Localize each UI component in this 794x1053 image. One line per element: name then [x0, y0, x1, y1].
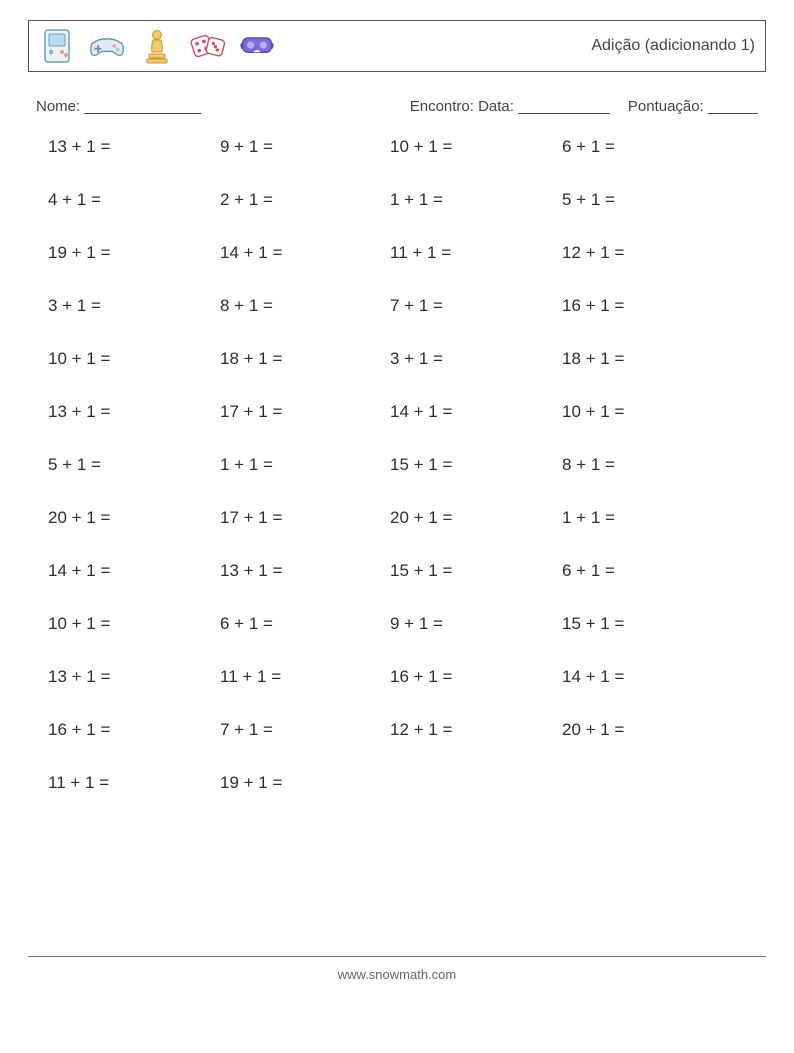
- problem-cell: 10 + 1 =: [372, 137, 544, 157]
- problem-row: 16 + 1 =7 + 1 =12 + 1 =20 + 1 =: [30, 720, 766, 773]
- problem-cell: 5 + 1 =: [544, 190, 716, 210]
- problem-row: 20 + 1 =17 + 1 =20 + 1 =1 + 1 =: [30, 508, 766, 561]
- meta-row: Nome: ______________ Encontro: Data: ___…: [36, 98, 758, 115]
- problem-row: 19 + 1 =14 + 1 =11 + 1 =12 + 1 =: [30, 243, 766, 296]
- problem-cell: 20 + 1 =: [30, 508, 202, 528]
- problem-cell: 11 + 1 =: [202, 667, 372, 687]
- date-field: Encontro: Data: ___________: [410, 98, 610, 115]
- problem-row: 10 + 1 =6 + 1 =9 + 1 =15 + 1 =: [30, 614, 766, 667]
- problem-cell: 13 + 1 =: [30, 137, 202, 157]
- problem-row: 13 + 1 =11 + 1 =16 + 1 =14 + 1 =: [30, 667, 766, 720]
- problem-cell: 20 + 1 =: [372, 508, 544, 528]
- problem-cell: 10 + 1 =: [30, 614, 202, 634]
- problem-cell: 5 + 1 =: [30, 455, 202, 475]
- problem-cell: 10 + 1 =: [544, 402, 716, 422]
- problem-cell: 8 + 1 =: [202, 296, 372, 316]
- problem-cell: 12 + 1 =: [372, 720, 544, 740]
- name-field: Nome: ______________: [36, 98, 201, 115]
- problem-cell: 19 + 1 =: [30, 243, 202, 263]
- problem-cell: 14 + 1 =: [544, 667, 716, 687]
- problem-cell: 9 + 1 =: [202, 137, 372, 157]
- problem-cell: 1 + 1 =: [372, 190, 544, 210]
- header-icons: [39, 28, 275, 64]
- problem-row: 13 + 1 =17 + 1 =14 + 1 =10 + 1 =: [30, 402, 766, 455]
- problem-cell: 3 + 1 =: [372, 349, 544, 369]
- problem-cell: 17 + 1 =: [202, 508, 372, 528]
- problem-cell: 16 + 1 =: [372, 667, 544, 687]
- problem-cell: 11 + 1 =: [30, 773, 202, 793]
- gamepad-icon: [89, 28, 125, 64]
- problem-cell: 16 + 1 =: [544, 296, 716, 316]
- problem-cell: 10 + 1 =: [30, 349, 202, 369]
- problem-row: 11 + 1 =19 + 1 =: [30, 773, 766, 826]
- problem-cell: 9 + 1 =: [372, 614, 544, 634]
- vr-headset-icon: [239, 28, 275, 64]
- problem-cell: 14 + 1 =: [30, 561, 202, 581]
- problem-row: 10 + 1 =18 + 1 =3 + 1 =18 + 1 =: [30, 349, 766, 402]
- problem-cell: 3 + 1 =: [30, 296, 202, 316]
- footer-url: www.snowmath.com: [28, 967, 766, 996]
- problem-cell: 6 + 1 =: [202, 614, 372, 634]
- chess-pawn-icon: [139, 28, 175, 64]
- problem-cell: 1 + 1 =: [202, 455, 372, 475]
- problem-cell: 18 + 1 =: [544, 349, 716, 369]
- problem-cell: 6 + 1 =: [544, 561, 716, 581]
- problem-cell: 20 + 1 =: [544, 720, 716, 740]
- problem-cell: 15 + 1 =: [544, 614, 716, 634]
- problem-cell: 6 + 1 =: [544, 137, 716, 157]
- gameboy-icon: [39, 28, 75, 64]
- score-field: Pontuação: ______: [628, 98, 758, 115]
- dice-icon: [189, 28, 225, 64]
- problem-cell: 1 + 1 =: [544, 508, 716, 528]
- problem-cell: 19 + 1 =: [202, 773, 372, 793]
- problem-cell: 4 + 1 =: [30, 190, 202, 210]
- problem-cell: 13 + 1 =: [30, 667, 202, 687]
- problem-row: 5 + 1 =1 + 1 =15 + 1 =8 + 1 =: [30, 455, 766, 508]
- header-box: Adição (adicionando 1): [28, 20, 766, 72]
- problem-cell: 16 + 1 =: [30, 720, 202, 740]
- problem-row: 14 + 1 =13 + 1 =15 + 1 =6 + 1 =: [30, 561, 766, 614]
- problem-cell: 7 + 1 =: [202, 720, 372, 740]
- problem-cell: 12 + 1 =: [544, 243, 716, 263]
- problem-cell: 2 + 1 =: [202, 190, 372, 210]
- problem-cell: 15 + 1 =: [372, 455, 544, 475]
- problem-row: 13 + 1 =9 + 1 =10 + 1 =6 + 1 =: [30, 137, 766, 190]
- problem-cell: 13 + 1 =: [202, 561, 372, 581]
- problem-cell: 14 + 1 =: [372, 402, 544, 422]
- problem-cell: 14 + 1 =: [202, 243, 372, 263]
- problem-cell: 15 + 1 =: [372, 561, 544, 581]
- problem-cell: 7 + 1 =: [372, 296, 544, 316]
- problem-cell: 11 + 1 =: [372, 243, 544, 263]
- problem-cell: 18 + 1 =: [202, 349, 372, 369]
- worksheet-title: Adição (adicionando 1): [591, 37, 755, 55]
- problem-row: 4 + 1 =2 + 1 =1 + 1 =5 + 1 =: [30, 190, 766, 243]
- problem-cell: 8 + 1 =: [544, 455, 716, 475]
- problem-cell: 13 + 1 =: [30, 402, 202, 422]
- problem-row: 3 + 1 =8 + 1 =7 + 1 =16 + 1 =: [30, 296, 766, 349]
- problem-cell: 17 + 1 =: [202, 402, 372, 422]
- problems-grid: 13 + 1 =9 + 1 =10 + 1 =6 + 1 =4 + 1 =2 +…: [30, 137, 766, 826]
- footer-divider: [28, 956, 766, 957]
